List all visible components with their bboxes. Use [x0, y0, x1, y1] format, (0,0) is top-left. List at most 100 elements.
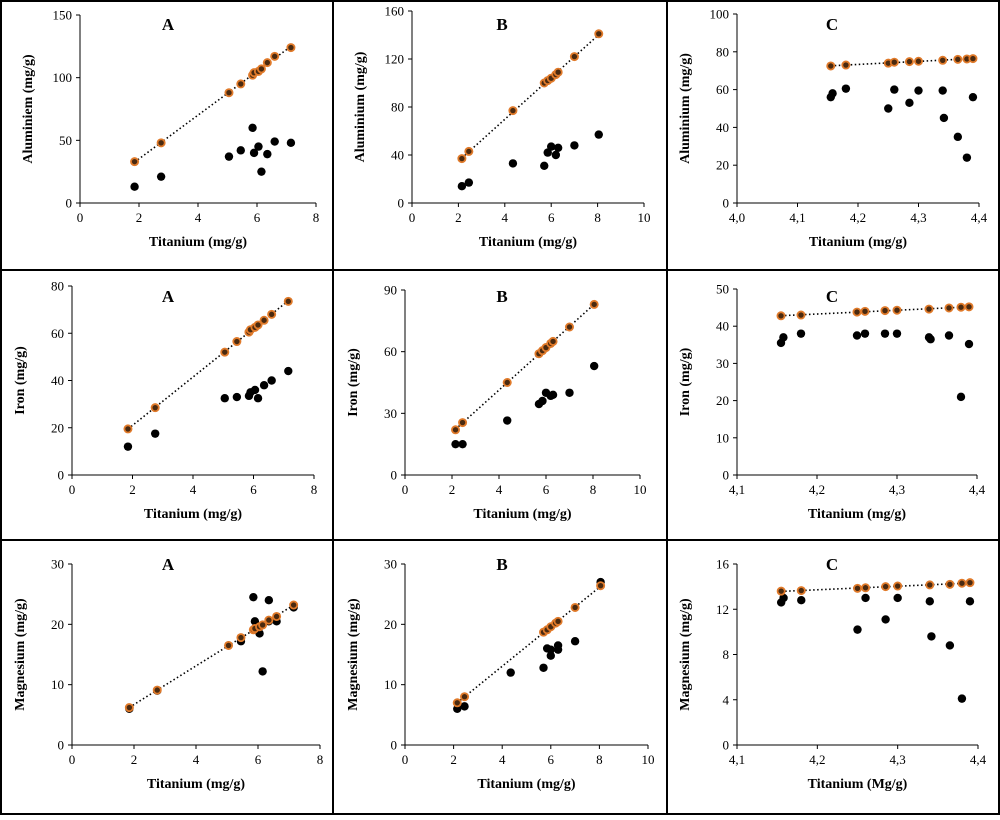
panel-letter: A [162, 287, 175, 306]
data-point-predicted [570, 602, 580, 612]
data-point-measured [464, 178, 474, 187]
data-point-measured [797, 596, 806, 605]
data-point-measured [956, 392, 966, 402]
x-tick-label: 4,2 [809, 482, 825, 497]
y-tick-label: 50 [716, 282, 729, 297]
trend-line [780, 306, 970, 317]
data-point-predicted [262, 58, 272, 68]
y-tick-label: 16 [716, 557, 730, 572]
data-point-measured [570, 637, 580, 646]
data-point-measured [953, 132, 963, 142]
y-tick-label: 0 [58, 468, 65, 483]
y-axis-title: Magnesium (mg/g) [346, 598, 361, 711]
data-point-measured [257, 167, 266, 176]
data-point-predicted [220, 347, 230, 357]
x-tick-label: 4 [193, 752, 200, 767]
x-tick-label: 4 [499, 752, 506, 767]
data-point-measured [540, 161, 549, 170]
trend-line [830, 57, 973, 67]
y-tick-label: 0 [66, 196, 73, 211]
data-point-measured [254, 142, 263, 151]
data-point-predicted [460, 692, 470, 702]
data-point-measured [925, 597, 934, 606]
data-point-predicted [953, 54, 963, 64]
x-tick-label: 4,1 [789, 210, 805, 225]
data-point-measured [944, 331, 954, 340]
panel-frame [666, 0, 1000, 271]
x-tick-label: 2 [136, 210, 143, 225]
y-tick-label: 0 [391, 738, 398, 753]
x-tick-label: 2 [455, 210, 462, 225]
data-point-predicted [224, 640, 234, 650]
x-tick-label: 4,2 [850, 210, 866, 225]
data-point-predicted [889, 57, 899, 67]
scatter-panel-3: 4,0 4,1 4,2 4,3 4,4 0 20 40 60 80 100 Titanium (mg/… [678, 7, 988, 251]
panel-letter: B [496, 15, 507, 34]
x-tick-label: 8 [596, 752, 603, 767]
data-point-predicted [232, 337, 242, 347]
panel-frame [332, 0, 668, 271]
data-point-predicted [452, 698, 462, 708]
panel-frame [666, 539, 1000, 815]
data-point-measured [263, 149, 272, 159]
data-point-predicted [776, 586, 786, 596]
x-tick-label: 8 [317, 752, 324, 767]
y-tick-label: 100 [53, 70, 73, 85]
x-tick-label: 6 [543, 482, 550, 497]
y-tick-label: 100 [710, 7, 730, 22]
scatter-panel-2: 0 2 4 6 8 10 0 40 80 120 160 Titanium (mg/g) Alumini… [353, 4, 651, 251]
y-tick-label: 40 [391, 148, 404, 163]
data-point-measured [546, 651, 555, 660]
y-axis-title: Magnesium (mg/g) [678, 598, 693, 711]
panel-frame [0, 0, 334, 271]
data-point-measured [538, 396, 547, 406]
data-point-predicted [253, 320, 263, 330]
x-tick-label: 2 [449, 482, 456, 497]
data-point-measured [945, 641, 955, 650]
data-point-measured [539, 663, 548, 672]
data-point-measured [224, 152, 234, 161]
scatter-panel-9: 4,1 4,2 4,3 4,4 0 4 8 12 16 Titanium (Mg/g) Magnes… [678, 555, 987, 792]
panel-letter: B [496, 555, 507, 574]
data-point-measured [236, 146, 245, 155]
y-tick-label: 8 [723, 647, 730, 662]
data-point-predicted [860, 306, 870, 316]
y-tick-label: 30 [51, 557, 64, 572]
data-point-predicted [283, 296, 293, 306]
data-point-measured [546, 645, 555, 654]
data-point-predicted [458, 418, 468, 428]
x-tick-label: 0 [402, 482, 409, 497]
y-tick-label: 60 [384, 344, 397, 359]
data-point-predicted [553, 67, 563, 77]
x-axis-title: Titanium (mg/g) [479, 235, 577, 250]
data-point-predicted [224, 88, 234, 98]
data-point-predicted [945, 579, 955, 589]
data-point-predicted [451, 425, 461, 435]
x-tick-label: 4,1 [729, 482, 745, 497]
x-tick-label: 8 [311, 482, 318, 497]
data-point-predicted [796, 586, 806, 596]
trend-line [456, 585, 602, 704]
data-point-predicted [924, 304, 934, 314]
data-point-measured [258, 667, 267, 676]
y-tick-label: 150 [53, 8, 73, 23]
data-point-predicted [264, 615, 274, 625]
data-point-predicted [938, 55, 948, 65]
panel-letter: B [496, 287, 507, 306]
x-axis-title: Titanium (mg/g) [149, 235, 247, 250]
data-point-measured [253, 394, 263, 403]
y-tick-label: 20 [716, 158, 729, 173]
data-point-predicted [892, 305, 902, 315]
data-point-measured [451, 439, 460, 449]
y-tick-label: 10 [716, 430, 729, 445]
data-point-predicted [464, 146, 474, 156]
y-tick-label: 80 [716, 44, 729, 59]
data-point-predicted [236, 79, 246, 89]
data-point-predicted [548, 336, 558, 346]
x-axis-title: Titanium (mg/g) [473, 507, 571, 522]
data-point-measured [881, 615, 890, 624]
data-point-measured [828, 89, 837, 98]
y-axis-title: Aluminium (mg/g) [353, 51, 368, 162]
y-tick-label: 80 [391, 100, 404, 115]
